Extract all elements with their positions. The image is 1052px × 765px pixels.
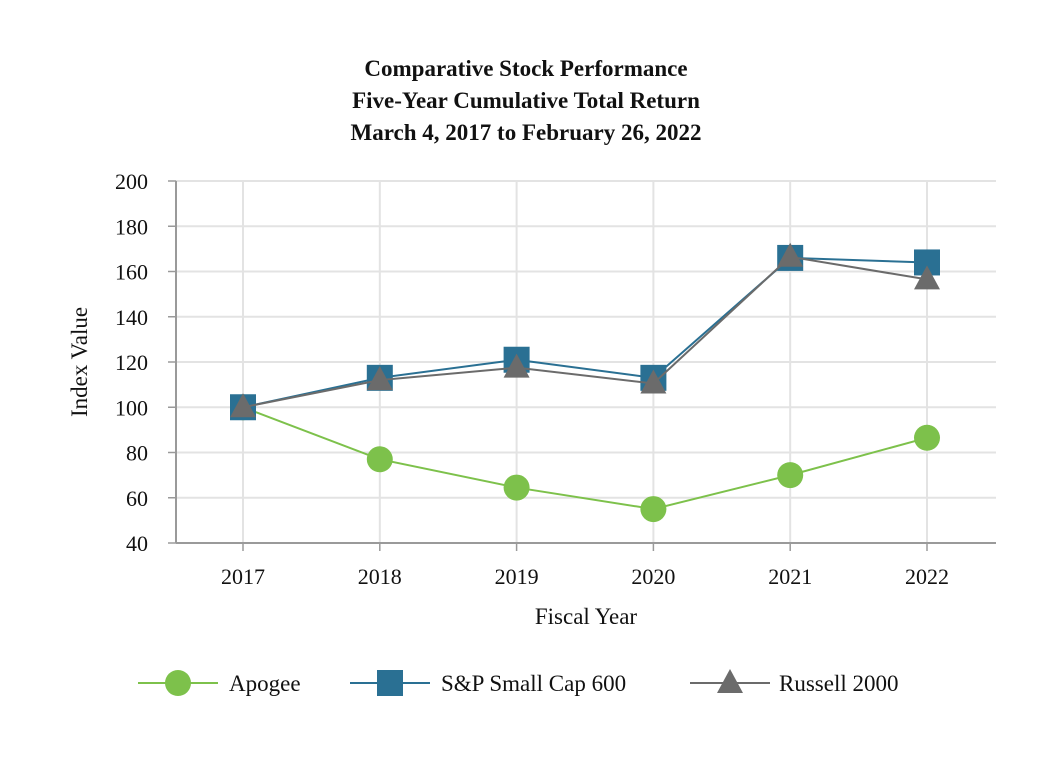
data-point-triangle	[640, 369, 667, 394]
y-tick-label: 200	[115, 169, 148, 194]
grid	[176, 180, 996, 543]
y-tick-label: 160	[115, 260, 148, 285]
data-point-circle	[503, 474, 530, 501]
legend-label: S&P Small Cap 600	[441, 671, 626, 696]
legend-marker-circle	[165, 670, 191, 696]
series-line	[242, 406, 928, 511]
y-tick-label: 80	[126, 441, 148, 466]
y-axis-label: Index Value	[67, 307, 92, 417]
x-tick-label: 2020	[631, 564, 675, 589]
legend-item: S&P Small Cap 600	[350, 670, 626, 696]
y-tick-label: 140	[115, 305, 148, 330]
x-tick-label: 2022	[905, 564, 949, 589]
data-point-circle	[777, 462, 804, 489]
legend-item: Russell 2000	[690, 669, 898, 696]
data-point-triangle	[230, 393, 256, 418]
data-point-circle	[366, 446, 393, 473]
legend-label: Russell 2000	[779, 671, 898, 696]
series-line	[242, 256, 928, 409]
series-russell-2000	[230, 242, 940, 418]
data-point-circle	[914, 424, 940, 451]
x-tick-label: 2018	[358, 564, 402, 589]
chart-title: Comparative Stock Performance Five-Year …	[351, 56, 702, 145]
x-tick-label: 2017	[221, 564, 265, 589]
y-tick-label: 40	[126, 531, 148, 556]
legend-label: Apogee	[229, 671, 301, 696]
tick-labels: 40 60 80 100 120 140 160 180 200 2017 2018 2019 2020…	[115, 169, 949, 589]
data-point-triangle	[777, 242, 804, 267]
data-point-triangle	[914, 265, 940, 290]
y-tick-label: 120	[115, 350, 148, 375]
chart-title-line-1: Comparative Stock Performance	[364, 56, 687, 81]
legend-marker-square	[377, 670, 403, 696]
y-tick-label: 100	[115, 395, 148, 420]
data-point-triangle	[503, 353, 530, 378]
x-axis-label: Fiscal Year	[535, 604, 638, 629]
x-tick-label: 2019	[495, 564, 539, 589]
legend-item: Apogee	[138, 670, 301, 696]
chart-title-line-3: March 4, 2017 to February 26, 2022	[351, 120, 702, 145]
axes	[168, 180, 996, 551]
data-point-triangle	[366, 366, 393, 391]
data-point-circle	[640, 496, 667, 523]
series	[230, 242, 940, 523]
legend: Apogee S&P Small Cap 600 Russell 2000	[138, 669, 898, 696]
y-tick-label: 180	[115, 214, 148, 239]
chart-title-line-2: Five-Year Cumulative Total Return	[352, 88, 700, 113]
x-tick-label: 2021	[768, 564, 812, 589]
legend-marker-triangle	[717, 669, 743, 693]
y-tick-label: 60	[126, 486, 148, 511]
series-line	[242, 255, 928, 409]
series-apogee	[230, 394, 940, 523]
